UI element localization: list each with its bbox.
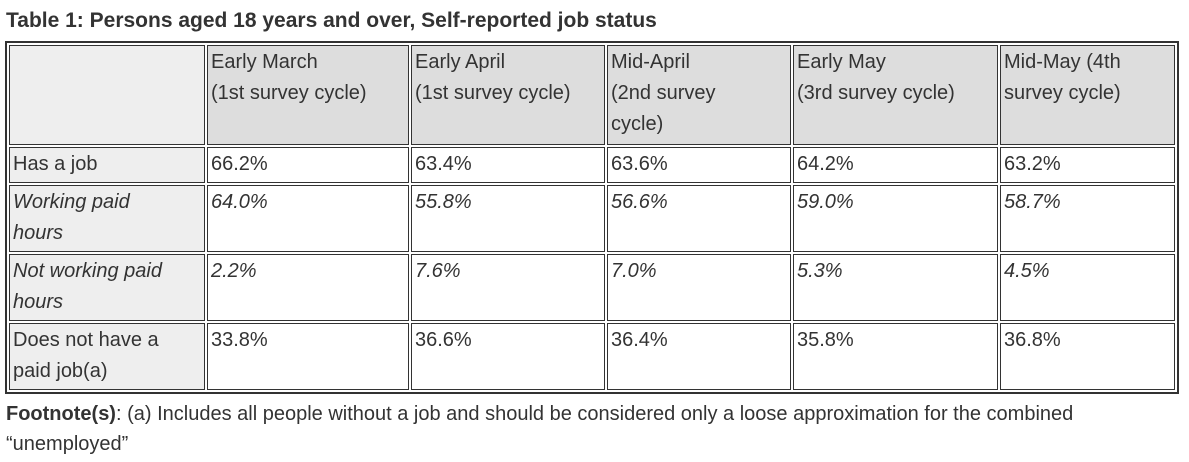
- data-cell: 59.0%: [793, 185, 998, 252]
- row-label: Not working paid hours: [9, 254, 205, 321]
- job-status-table: Early March (1st survey cycle) Early Apr…: [5, 41, 1179, 394]
- data-cell: 58.7%: [1000, 185, 1175, 252]
- data-cell: 64.0%: [207, 185, 409, 252]
- data-cell: 2.2%: [207, 254, 409, 321]
- data-cell: 63.2%: [1000, 147, 1175, 183]
- column-header-early-april: Early April (1st survey cycle): [411, 45, 605, 145]
- data-cell: 36.4%: [607, 323, 791, 390]
- data-cell: 36.8%: [1000, 323, 1175, 390]
- row-label: Has a job: [9, 147, 205, 183]
- column-header-early-may: Early May (3rd survey cycle): [793, 45, 998, 145]
- row-label: Does not have a paid job(a): [9, 323, 205, 390]
- data-cell: 56.6%: [607, 185, 791, 252]
- data-cell: 66.2%: [207, 147, 409, 183]
- header-row: Early March (1st survey cycle) Early Apr…: [9, 45, 1175, 145]
- column-header-mid-april: Mid-April (2nd survey cycle): [607, 45, 791, 145]
- page-title: Table 1: Persons aged 18 years and over,…: [6, 9, 657, 32]
- table-row-does-not-have-paid-job: Does not have a paid job(a) 33.8% 36.6% …: [9, 323, 1175, 390]
- data-cell: 7.0%: [607, 254, 791, 321]
- data-cell: 55.8%: [411, 185, 605, 252]
- footnote-text: : (a) Includes all people without a job …: [6, 403, 1074, 455]
- column-header-mid-may: Mid-May (4th survey cycle): [1000, 45, 1175, 145]
- row-label: Working paid hours: [9, 185, 205, 252]
- data-cell: 5.3%: [793, 254, 998, 321]
- footnote-prefix: Footnote(s): [6, 403, 116, 425]
- data-cell: 7.6%: [411, 254, 605, 321]
- data-cell: 36.6%: [411, 323, 605, 390]
- data-cell: 63.4%: [411, 147, 605, 183]
- data-cell: 33.8%: [207, 323, 409, 390]
- data-cell: 35.8%: [793, 323, 998, 390]
- data-cell: 63.6%: [607, 147, 791, 183]
- table-row-has-a-job: Has a job 66.2% 63.4% 63.6% 64.2% 63.2%: [9, 147, 1175, 183]
- footnote: Footnote(s): (a) Includes all people wit…: [6, 399, 1185, 462]
- table-row-not-working-paid-hours: Not working paid hours 2.2% 7.6% 7.0% 5.…: [9, 254, 1175, 321]
- table-row-working-paid-hours: Working paid hours 64.0% 55.8% 56.6% 59.…: [9, 185, 1175, 252]
- data-cell: 64.2%: [793, 147, 998, 183]
- corner-cell: [9, 45, 205, 145]
- data-cell: 4.5%: [1000, 254, 1175, 321]
- column-header-early-march: Early March (1st survey cycle): [207, 45, 409, 145]
